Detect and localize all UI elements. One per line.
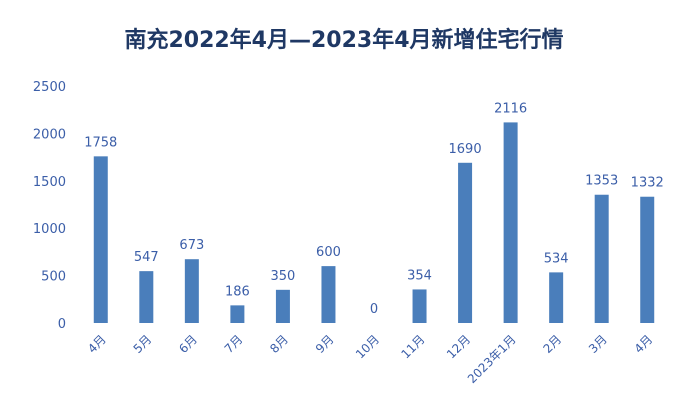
x-tick-label: 3月	[586, 332, 610, 356]
x-tick-label: 6月	[176, 332, 200, 356]
y-tick-label: 1500	[33, 175, 66, 190]
x-tick-label: 9月	[313, 332, 337, 356]
data-labels: 1758 547 673 186 350 600 0 354 1690 2116 534 1353 13…	[84, 101, 664, 317]
bar	[640, 196, 655, 323]
data-label: 186	[225, 284, 250, 299]
data-label: 600	[316, 245, 341, 260]
x-tick-label: 11月	[398, 332, 427, 361]
x-tick-label: 2月	[540, 332, 564, 356]
data-label: 0	[370, 302, 378, 317]
data-label: 1690	[449, 142, 482, 157]
y-axis: 0 500 1000 1500 2000 2500	[33, 80, 66, 332]
bar	[139, 271, 154, 323]
x-tick-label: 5月	[131, 332, 155, 356]
data-label: 2116	[494, 101, 527, 116]
bars	[93, 122, 655, 323]
data-label: 547	[134, 250, 159, 265]
bar	[594, 194, 609, 323]
x-tick-label: 10月	[353, 332, 382, 361]
x-tick-label: 12月	[444, 332, 473, 361]
x-tick-label: 7月	[222, 332, 246, 356]
x-tick-label: 8月	[267, 332, 291, 356]
data-label: 673	[179, 238, 204, 253]
bar	[458, 162, 473, 323]
bar	[230, 305, 245, 323]
x-tick-label: 4月	[632, 332, 656, 356]
data-label: 354	[407, 268, 432, 283]
bar	[184, 259, 199, 323]
data-label: 1758	[84, 135, 117, 150]
bar	[275, 289, 290, 323]
x-tick-label: 4月	[85, 332, 109, 356]
y-tick-label: 0	[58, 317, 66, 332]
data-label: 534	[544, 251, 569, 266]
y-tick-label: 500	[41, 270, 66, 285]
x-tick-label: 2023年1月	[465, 332, 519, 386]
bar	[549, 272, 564, 323]
y-tick-label: 1000	[33, 222, 66, 237]
bar	[412, 289, 427, 323]
data-label: 350	[271, 269, 296, 284]
bar	[93, 156, 108, 323]
bar	[321, 266, 336, 323]
y-tick-label: 2000	[33, 127, 66, 142]
bar	[503, 122, 518, 323]
chart-title: 南充2022年4月—2023年4月新增住宅行情	[124, 28, 564, 53]
y-tick-label: 2500	[33, 80, 66, 95]
data-label: 1332	[631, 176, 664, 191]
data-label: 1353	[585, 174, 618, 189]
